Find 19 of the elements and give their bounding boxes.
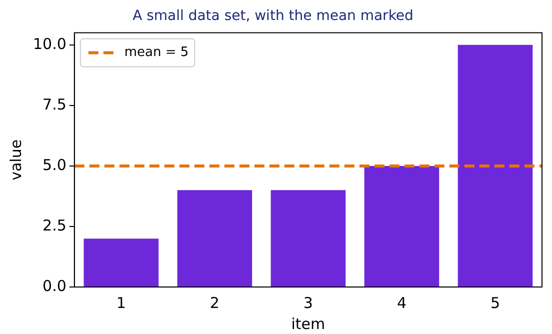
y-tick-label: 7.5 <box>42 95 66 114</box>
chart-title: A small data set, with the mean marked <box>132 8 414 24</box>
bar <box>270 190 346 286</box>
x-tick-label: 3 <box>303 294 313 312</box>
bar <box>84 238 159 286</box>
legend-label: mean = 5 <box>124 45 189 60</box>
x-tick-label: 5 <box>490 294 500 312</box>
bar <box>458 44 533 286</box>
y-tick-label: 5.0 <box>42 156 66 174</box>
x-axis-title: item <box>291 314 326 333</box>
bar <box>364 166 440 286</box>
bar <box>177 190 252 286</box>
x-tick-label: 4 <box>396 294 406 312</box>
x-tick-label: 2 <box>210 294 220 312</box>
y-tick-label: 2.5 <box>42 216 66 234</box>
y-tick-label: 10.0 <box>32 34 66 53</box>
y-tick-label: 0.0 <box>42 276 66 295</box>
y-axis-title: value <box>6 139 25 180</box>
x-tick-label: 1 <box>116 294 126 312</box>
